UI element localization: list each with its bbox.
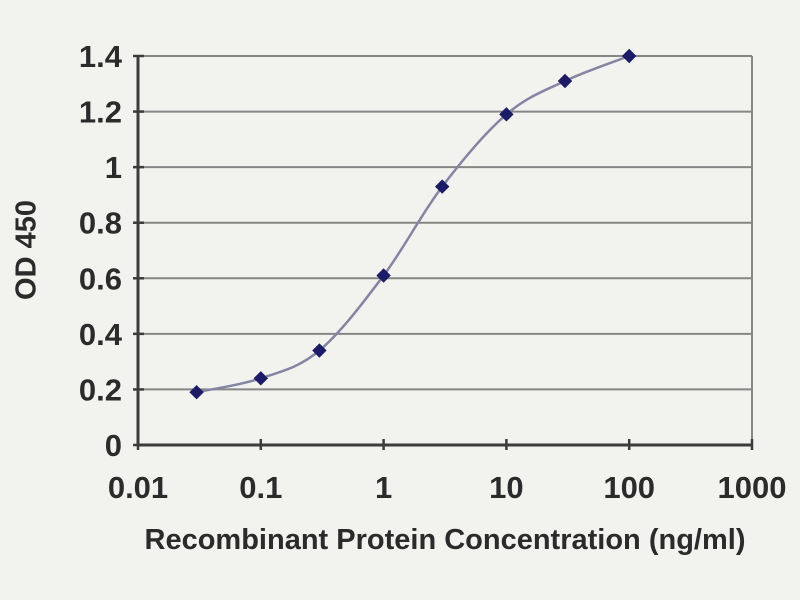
y-tick-label-1: 1 — [105, 150, 122, 185]
data-point-marker-x30 — [557, 73, 573, 89]
data-point-marker-x100 — [621, 48, 637, 64]
x-tick-label-10: 10 — [489, 470, 523, 505]
data-point-marker-x10 — [499, 107, 514, 122]
data-point-marker-x0.3 — [312, 343, 327, 358]
x-tick-label-0.1: 0.1 — [239, 470, 282, 505]
y-tick-label-0: 0 — [105, 428, 122, 463]
y-axis-title: OD 450 — [10, 200, 43, 300]
x-axis-title: Recombinant Protein Concentration (ng/ml… — [144, 524, 746, 556]
series-0-curve — [196, 54, 630, 394]
y-tick-label-0.8: 0.8 — [79, 206, 122, 241]
x-tick-label-1000: 1000 — [718, 470, 787, 505]
data-point-marker-x3 — [434, 179, 450, 194]
x-tick-label-1: 1 — [375, 470, 392, 505]
data-point-marker-x0.03 — [189, 384, 204, 400]
y-tick-label-0.2: 0.2 — [79, 372, 122, 407]
data-point-marker-x0.1 — [253, 371, 269, 386]
data-point-marker-x1 — [376, 268, 391, 283]
x-tick-label-0.01: 0.01 — [108, 470, 168, 505]
y-tick-label-1.2: 1.2 — [79, 95, 122, 130]
x-tick-label-100: 100 — [603, 470, 655, 505]
y-tick-label-0.4: 0.4 — [79, 317, 123, 352]
y-tick-label-0.6: 0.6 — [79, 261, 122, 296]
y-tick-label-1.4: 1.4 — [79, 39, 123, 74]
